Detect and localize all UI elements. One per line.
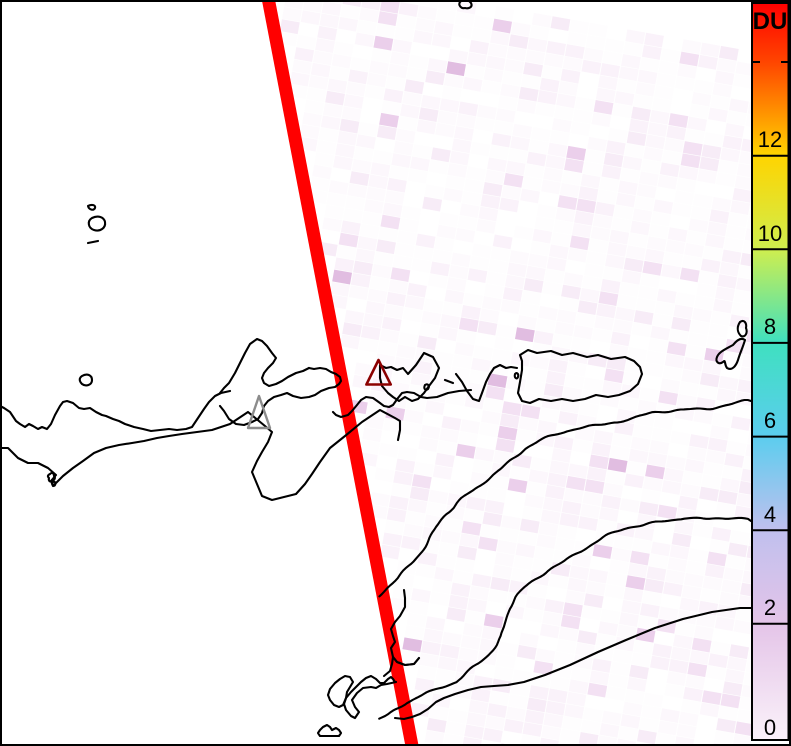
svg-text:12: 12 (758, 127, 782, 152)
svg-text:2: 2 (764, 595, 776, 620)
svg-text:10: 10 (758, 221, 782, 246)
svg-text:0: 0 (764, 715, 776, 740)
svg-text:DU: DU (753, 8, 788, 35)
svg-text:4: 4 (764, 502, 776, 527)
svg-text:6: 6 (764, 408, 776, 433)
svg-text:8: 8 (764, 314, 776, 339)
